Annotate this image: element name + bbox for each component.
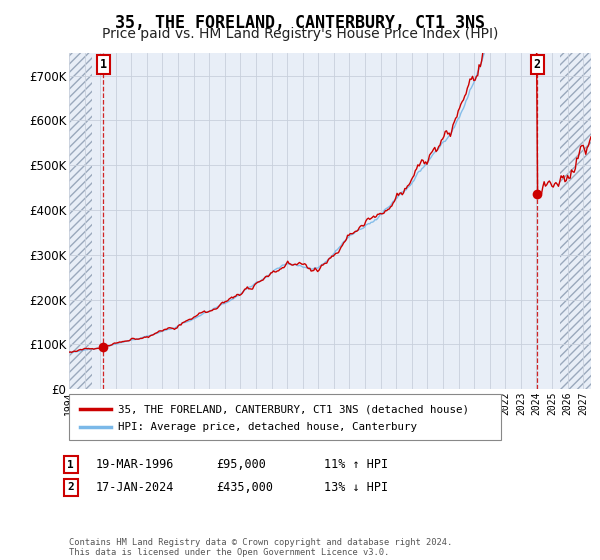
Text: 1: 1	[67, 460, 74, 470]
Text: Contains HM Land Registry data © Crown copyright and database right 2024.
This d: Contains HM Land Registry data © Crown c…	[69, 538, 452, 557]
Text: HPI: Average price, detached house, Canterbury: HPI: Average price, detached house, Cant…	[118, 422, 417, 432]
Text: £95,000: £95,000	[216, 458, 266, 472]
Text: Price paid vs. HM Land Registry's House Price Index (HPI): Price paid vs. HM Land Registry's House …	[102, 27, 498, 41]
Text: 19-MAR-1996: 19-MAR-1996	[96, 458, 175, 472]
Text: 11% ↑ HPI: 11% ↑ HPI	[324, 458, 388, 472]
Text: 35, THE FORELAND, CANTERBURY, CT1 3NS: 35, THE FORELAND, CANTERBURY, CT1 3NS	[115, 14, 485, 32]
Text: 17-JAN-2024: 17-JAN-2024	[96, 480, 175, 494]
Text: 35, THE FORELAND, CANTERBURY, CT1 3NS (detached house): 35, THE FORELAND, CANTERBURY, CT1 3NS (d…	[118, 404, 469, 414]
Text: 2: 2	[533, 58, 541, 71]
Text: 2: 2	[67, 482, 74, 492]
Text: 13% ↓ HPI: 13% ↓ HPI	[324, 480, 388, 494]
Text: £435,000: £435,000	[216, 480, 273, 494]
Text: 1: 1	[100, 58, 107, 71]
Bar	[560, 53, 591, 389]
Bar	[69, 53, 92, 389]
